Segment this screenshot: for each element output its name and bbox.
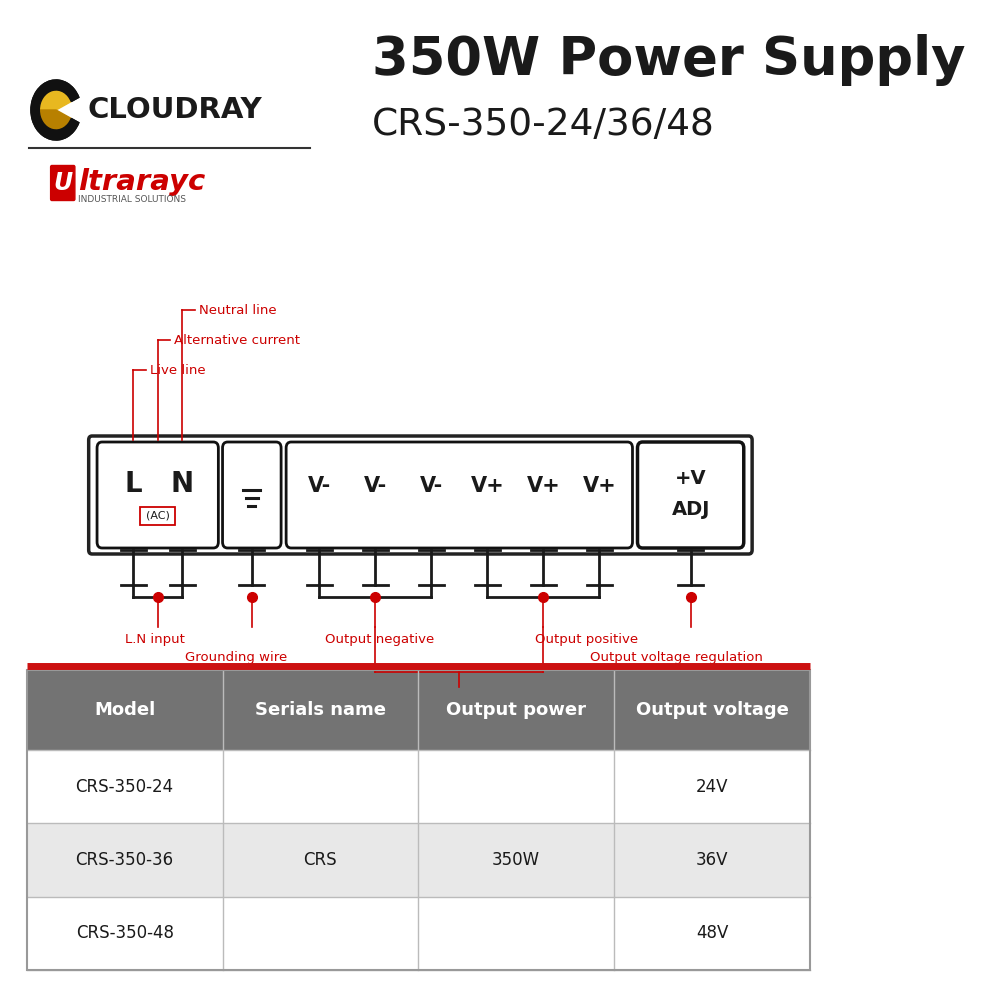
Text: U: U: [53, 171, 72, 195]
Text: +V: +V: [675, 469, 706, 488]
Text: ltrarayc: ltrarayc: [78, 168, 205, 196]
FancyBboxPatch shape: [286, 442, 632, 548]
Text: Output voltage regulation: Output voltage regulation: [590, 650, 763, 664]
Text: Alternative current: Alternative current: [174, 334, 300, 347]
Text: ADJ: ADJ: [671, 500, 710, 519]
Text: CRS-350-24: CRS-350-24: [76, 778, 174, 796]
Text: Output voltage: Output voltage: [636, 701, 788, 719]
Bar: [27, 823, 810, 897]
Bar: [27, 670, 810, 970]
Text: 36V: 36V: [696, 851, 728, 869]
Text: CRS-350-24/36/48: CRS-350-24/36/48: [372, 107, 715, 143]
Wedge shape: [39, 90, 72, 130]
Text: Serials name: Serials name: [255, 701, 386, 719]
FancyBboxPatch shape: [97, 442, 218, 548]
FancyBboxPatch shape: [51, 165, 75, 200]
Text: V-: V-: [364, 476, 387, 496]
Text: Output positive: Output positive: [535, 633, 638, 646]
FancyBboxPatch shape: [638, 442, 744, 548]
Text: 350W Power Supply: 350W Power Supply: [372, 34, 966, 86]
Bar: [27, 750, 810, 823]
Text: V+: V+: [527, 476, 560, 496]
Text: Neutral line: Neutral line: [199, 304, 277, 316]
Text: Grounding wire: Grounding wire: [185, 650, 287, 664]
Text: Directive current: Directive current: [413, 696, 526, 708]
Text: V-: V-: [308, 476, 331, 496]
Bar: [140, 507, 175, 525]
Text: V-: V-: [420, 476, 443, 496]
Bar: [27, 670, 810, 750]
Text: 350W: 350W: [492, 851, 540, 869]
FancyBboxPatch shape: [89, 436, 752, 554]
Text: INDUSTRIAL SOLUTIONS: INDUSTRIAL SOLUTIONS: [78, 194, 186, 204]
Bar: [27, 897, 810, 970]
Text: CRS-350-36: CRS-350-36: [76, 851, 174, 869]
Text: L: L: [124, 470, 142, 498]
Text: V+: V+: [470, 476, 504, 496]
Text: (AC): (AC): [146, 511, 170, 521]
Wedge shape: [31, 80, 79, 140]
Wedge shape: [39, 110, 71, 130]
Text: N: N: [171, 470, 194, 498]
Wedge shape: [39, 90, 71, 110]
Text: Output negative: Output negative: [325, 633, 434, 646]
Text: Output power: Output power: [446, 701, 586, 719]
Text: Model: Model: [94, 701, 155, 719]
Text: 48V: 48V: [696, 924, 728, 942]
Text: L.N input: L.N input: [125, 633, 185, 646]
Wedge shape: [31, 80, 79, 140]
Text: Live line: Live line: [150, 363, 206, 376]
Text: V+: V+: [583, 476, 616, 496]
FancyBboxPatch shape: [223, 442, 281, 548]
Text: CRS-350-48: CRS-350-48: [76, 924, 174, 942]
Text: CRS: CRS: [304, 851, 337, 869]
Text: 24V: 24V: [696, 778, 728, 796]
Text: CLOUDRAY: CLOUDRAY: [88, 96, 262, 124]
